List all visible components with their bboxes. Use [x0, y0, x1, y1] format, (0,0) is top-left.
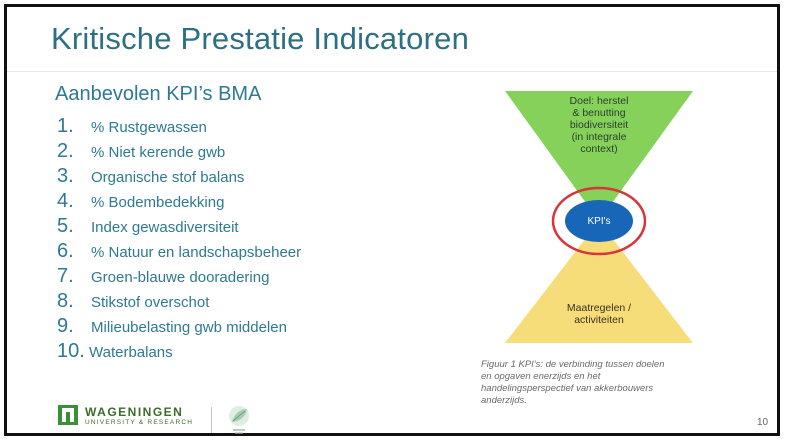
caption-line: Figuur 1 KPI's: de verbinding tussen doe… — [481, 359, 665, 370]
hourglass-graphic — [505, 91, 693, 343]
slide-subtitle: Aanbevolen KPI’s BMA — [55, 83, 262, 105]
goal-line: context) — [580, 143, 618, 155]
kpi-label: % Niet kerende gwb — [91, 144, 226, 161]
measures-triangle — [505, 221, 693, 343]
kpi-item: 1. % Rustgewassen — [57, 115, 301, 140]
kpi-number: 5. — [57, 215, 74, 237]
kpi-list: 1. % Rustgewassen 2. % Niet kerende gwb 3.… — [57, 115, 301, 365]
logo-name: WAGENINGEN — [85, 404, 184, 419]
kpi-ellipse — [565, 200, 633, 242]
kpi-label: % Bodembedekking — [91, 194, 225, 211]
kpi-label: Organische stof balans — [91, 169, 245, 186]
kpi-number: 3. — [57, 165, 74, 187]
caption-line: anderzijds. — [481, 395, 527, 406]
figure-caption: Figuur 1 KPI's: de verbinding tussen doe… — [481, 359, 721, 407]
kpi-item: 3. Organische stof balans — [57, 165, 301, 190]
wageningen-logo: WAGENINGEN UNIVERSITY & RESEARCH — [57, 404, 193, 426]
kpi-item: 5. Index gewasdiversiteit — [57, 215, 301, 240]
kpi-center-label: KPI's — [587, 216, 611, 227]
kpi-item: 8. Stikstof overschot — [57, 290, 301, 315]
measures-label: Maatregelen / activiteiten — [539, 302, 659, 326]
kpi-number: 10. — [57, 340, 85, 362]
kpi-number: 8. — [57, 290, 74, 312]
kpi-label: % Rustgewassen — [91, 119, 207, 136]
kpi-number: 4. — [57, 190, 74, 212]
kpi-number: 1. — [57, 115, 74, 137]
kpi-number: 7. — [57, 265, 74, 287]
kpi-number: 2. — [57, 140, 74, 162]
partner-leaf-logo-icon — [229, 406, 249, 434]
kpi-number: 9. — [57, 315, 74, 337]
kpi-highlight-ring — [551, 186, 647, 256]
logo-subtitle: UNIVERSITY & RESEARCH — [85, 418, 194, 426]
kpi-number: 6. — [57, 240, 74, 262]
measures-line: Maatregelen / — [566, 302, 632, 314]
footer-divider — [211, 407, 212, 433]
title-divider — [7, 71, 777, 72]
goal-label: Doel: herstel & benutting biodiversiteit… — [541, 95, 657, 155]
kpi-item: 2. % Niet kerende gwb — [57, 140, 301, 165]
kpi-item: 6. % Natuur en landschapsbeheer — [57, 240, 301, 265]
kpi-item: 10. Waterbalans — [57, 340, 301, 365]
measures-line: activiteiten — [574, 314, 624, 326]
kpi-label: Waterbalans — [89, 344, 173, 361]
goal-line: & benutting — [572, 107, 626, 119]
goal-line: biodiversiteit — [569, 119, 629, 131]
kpi-item: 7. Groen-blauwe dooradering — [57, 265, 301, 290]
goal-line: (in integrale — [571, 131, 627, 143]
page-number: 10 — [757, 417, 769, 428]
slide-title: Kritische Prestatie Indicatoren — [51, 21, 470, 56]
goal-triangle — [505, 91, 693, 221]
kpi-label: Milieubelasting gwb middelen — [91, 319, 287, 336]
kpi-label: % Natuur en landschapsbeheer — [91, 244, 302, 261]
wageningen-logo-icon — [58, 405, 78, 425]
kpi-label: Index gewasdiversiteit — [91, 219, 239, 236]
kpi-label: Groen-blauwe dooradering — [91, 269, 270, 286]
goal-line: Doel: herstel — [569, 95, 629, 107]
caption-line: en opgaven enerzijds en het — [481, 371, 601, 382]
kpi-hourglass-diagram: Doel: herstel & benutting biodiversiteit… — [499, 89, 699, 347]
slide-frame: Kritische Prestatie Indicatoren Aanbevol… — [4, 4, 780, 436]
kpi-label: Stikstof overschot — [91, 294, 210, 311]
caption-line: handelingsperspectief van akkerbouwers — [481, 383, 654, 394]
kpi-item: 4. % Bodembedekking — [57, 190, 301, 215]
kpi-item: 9. Milieubelasting gwb middelen — [57, 315, 301, 340]
